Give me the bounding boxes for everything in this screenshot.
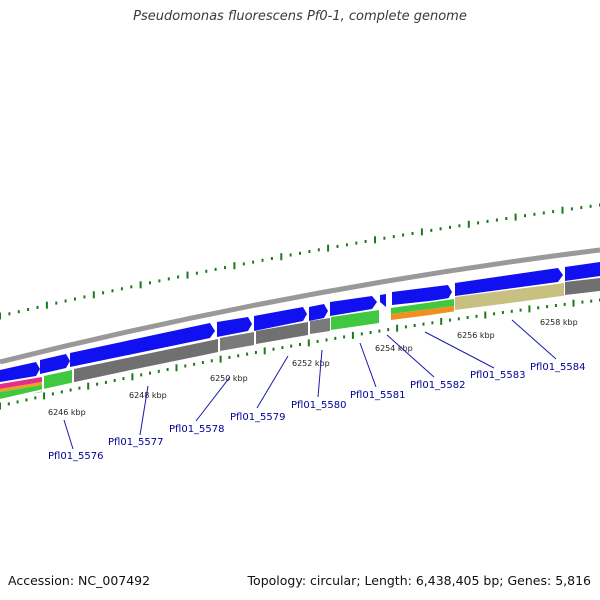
forward-strand-genes[interactable] — [0, 262, 600, 382]
gene-arrow[interactable] — [40, 354, 70, 374]
gene-arrow[interactable] — [0, 362, 40, 382]
accession-info: Accession: NC_007492 — [8, 573, 150, 588]
gene-leader-lines — [63, 319, 557, 450]
genome-title: Pseudomonas fluorescens Pf0-1, complete … — [133, 9, 467, 24]
feature-segment[interactable] — [0, 385, 42, 399]
gene-arrow[interactable] — [254, 307, 307, 331]
feature-band[interactable] — [0, 278, 600, 399]
gene-label-pfl01-5583[interactable]: Pfl01_5583 — [470, 370, 526, 381]
gene-label-pfl01-5581[interactable]: Pfl01_5581 — [350, 390, 406, 401]
gene-arrow[interactable] — [330, 296, 377, 316]
gene-arrow[interactable] — [455, 268, 563, 296]
leader-line — [359, 342, 377, 388]
feature-segment[interactable] — [220, 332, 254, 351]
kbp-label: 6256 kbp — [457, 331, 495, 340]
gene-labels[interactable]: Pfl01_5576 Pfl01_5577 Pfl01_5578 Pfl01_5… — [48, 362, 586, 462]
kbp-label: 6246 kbp — [48, 408, 86, 417]
leader-line — [424, 331, 495, 369]
genome-stats: Topology: circular; Length: 6,438,405 bp… — [247, 573, 591, 588]
gene-label-pfl01-5579[interactable]: Pfl01_5579 — [230, 412, 286, 423]
leader-line — [511, 319, 557, 360]
outer-tick-ruler — [0, 203, 600, 320]
gene-arrow[interactable] — [309, 304, 328, 321]
feature-segment[interactable] — [74, 339, 218, 383]
lower-line — [0, 291, 600, 401]
feature-segment[interactable] — [331, 310, 379, 330]
gene-label-pfl01-5580[interactable]: Pfl01_5580 — [291, 400, 347, 411]
leader-line — [386, 334, 435, 378]
gene-arrow[interactable] — [217, 317, 252, 337]
genes-value: 5,816 — [555, 573, 591, 588]
kbp-label: 6254 kbp — [375, 344, 413, 353]
leader-line — [139, 385, 149, 436]
kbp-label: 6248 kbp — [129, 391, 167, 400]
feature-segment[interactable] — [391, 306, 454, 320]
length-label: Length: — [364, 573, 412, 588]
gene-arrow[interactable] — [380, 294, 386, 307]
feature-segment[interactable] — [391, 299, 454, 314]
length-value: 6,438,405 bp — [415, 573, 500, 588]
gene-label-pfl01-5577[interactable]: Pfl01_5577 — [108, 437, 164, 448]
feature-segment[interactable] — [256, 322, 308, 344]
accession-value: NC_007492 — [78, 573, 151, 588]
feature-segment[interactable] — [565, 278, 600, 295]
accession-label: Accession: — [8, 573, 75, 588]
feature-segment[interactable] — [310, 318, 330, 334]
inner-tick-ruler — [0, 298, 600, 410]
feature-segment[interactable] — [0, 382, 42, 392]
genome-backbone — [0, 247, 600, 365]
genes-label: Genes: — [507, 573, 552, 588]
gene-arrow[interactable] — [70, 323, 215, 367]
kbp-label: 6252 kbp — [292, 359, 330, 368]
feature-segment[interactable] — [455, 283, 564, 310]
topology-label: Topology: — [247, 573, 307, 588]
leader-line — [195, 376, 231, 422]
kbp-label: 6258 kbp — [540, 318, 578, 327]
leader-line — [63, 419, 74, 450]
feature-segment[interactable] — [0, 377, 42, 389]
gene-label-pfl01-5578[interactable]: Pfl01_5578 — [169, 424, 225, 435]
gene-arrow[interactable] — [565, 262, 600, 281]
gene-label-pfl01-5582[interactable]: Pfl01_5582 — [410, 380, 466, 391]
gene-label-pfl01-5576[interactable]: Pfl01_5576 — [48, 451, 104, 462]
leader-line — [256, 355, 289, 409]
topology-value: circular — [310, 573, 357, 588]
gene-label-pfl01-5584[interactable]: Pfl01_5584 — [530, 362, 586, 373]
leader-line — [317, 349, 323, 398]
